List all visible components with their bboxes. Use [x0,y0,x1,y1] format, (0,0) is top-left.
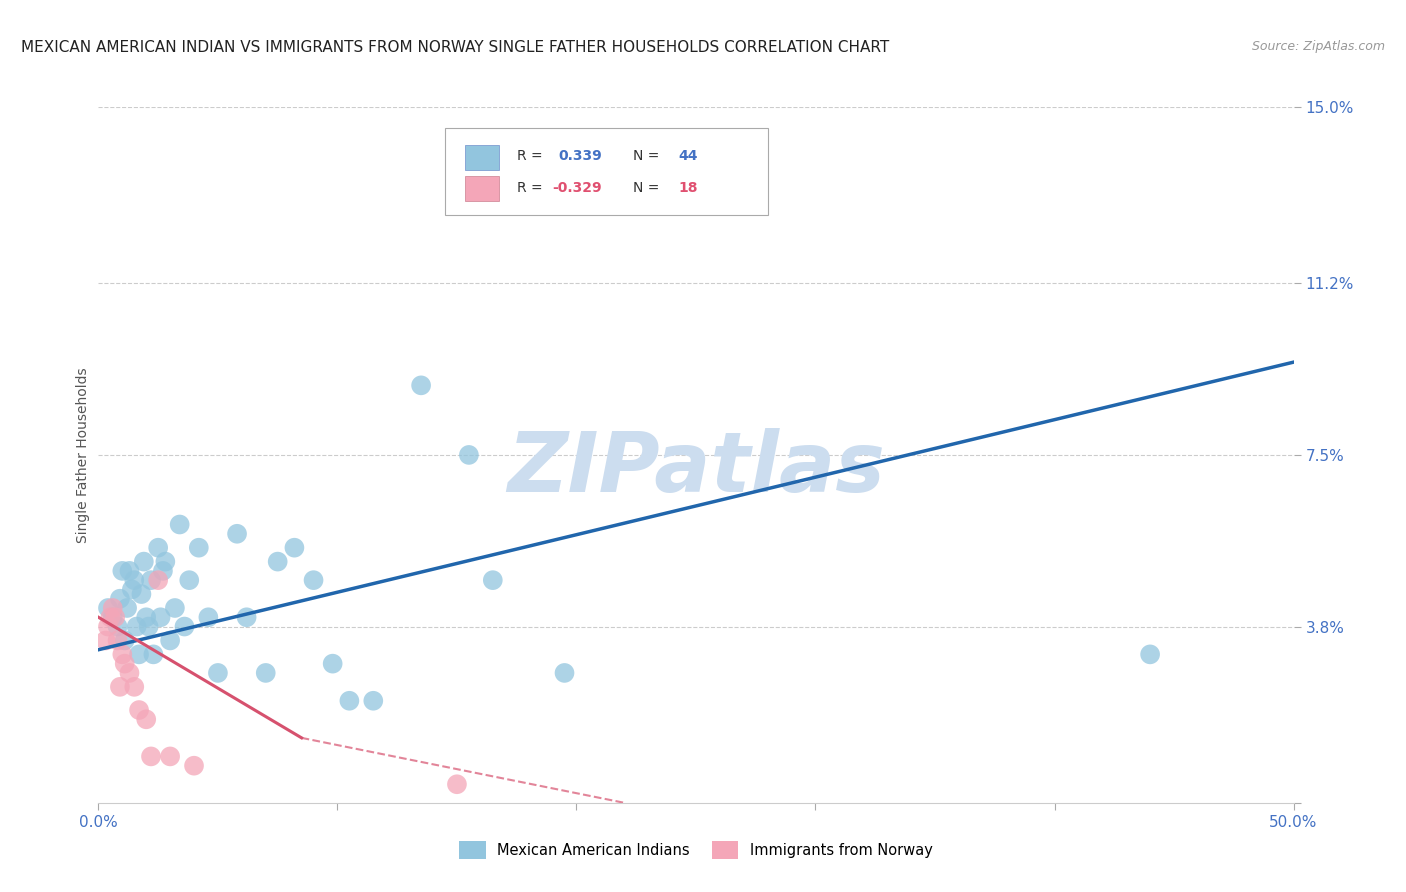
Point [169,517,191,532]
Point [267,555,290,569]
Point [148,541,170,555]
Text: MEXICAN AMERICAN INDIAN VS IMMIGRANTS FROM NORWAY SINGLE FATHER HOUSEHOLDS CORRE: MEXICAN AMERICAN INDIAN VS IMMIGRANTS FR… [21,40,890,55]
Point [458,448,481,462]
Point [121,582,143,597]
Point [101,610,124,624]
Point [363,694,385,708]
Point [139,573,162,587]
Point [481,573,505,587]
Point [235,610,257,624]
Point [104,610,127,624]
Point [124,680,146,694]
FancyBboxPatch shape [446,128,768,215]
Point [114,633,136,648]
Point [163,601,186,615]
Point [187,541,209,555]
Point [124,573,146,587]
Point [97,619,120,633]
Point [115,601,138,615]
Text: 18: 18 [678,181,697,195]
Text: R =: R = [517,181,543,195]
Bar [465,176,499,201]
Text: N =: N = [633,150,659,163]
Point [155,555,177,569]
Point [118,665,141,680]
Point [111,564,134,578]
Point [128,703,150,717]
Y-axis label: Single Father Households: Single Father Households [76,368,90,542]
Point [149,610,172,624]
Point [135,712,157,726]
Point [101,601,124,615]
Text: Source: ZipAtlas.com: Source: ZipAtlas.com [1251,40,1385,54]
Point [118,564,141,578]
Text: ZIPatlas: ZIPatlas [508,428,884,509]
Point [173,619,195,633]
Legend: Mexican American Indians, Immigrants from Norway: Mexican American Indians, Immigrants fro… [454,836,938,865]
Point [142,648,165,662]
Point [183,758,205,772]
Text: N =: N = [633,181,659,195]
Point [108,591,131,606]
Point [107,633,129,648]
Point [138,619,160,633]
Point [446,777,468,791]
Point [107,619,129,633]
Point [411,378,433,392]
Point [254,665,277,680]
Point [302,573,325,587]
Point [1139,648,1161,662]
Text: R =: R = [517,150,543,163]
Text: 0.339: 0.339 [558,150,602,163]
Point [125,619,148,633]
Point [283,541,305,555]
Point [322,657,344,671]
Point [159,749,181,764]
Point [139,749,162,764]
Point [159,633,181,648]
Point [207,665,229,680]
Point [128,648,150,662]
Point [108,680,131,694]
Point [131,587,153,601]
Point [97,601,120,615]
Point [98,610,122,624]
Point [94,633,117,648]
Point [197,610,219,624]
Text: -0.329: -0.329 [553,181,602,195]
Point [135,610,157,624]
Point [339,694,361,708]
Point [132,555,155,569]
Point [148,573,170,587]
Point [114,657,136,671]
Bar [465,145,499,169]
Point [554,665,576,680]
Point [226,526,249,541]
Text: 44: 44 [678,150,697,163]
Point [179,573,201,587]
Point [111,648,134,662]
Point [152,564,174,578]
